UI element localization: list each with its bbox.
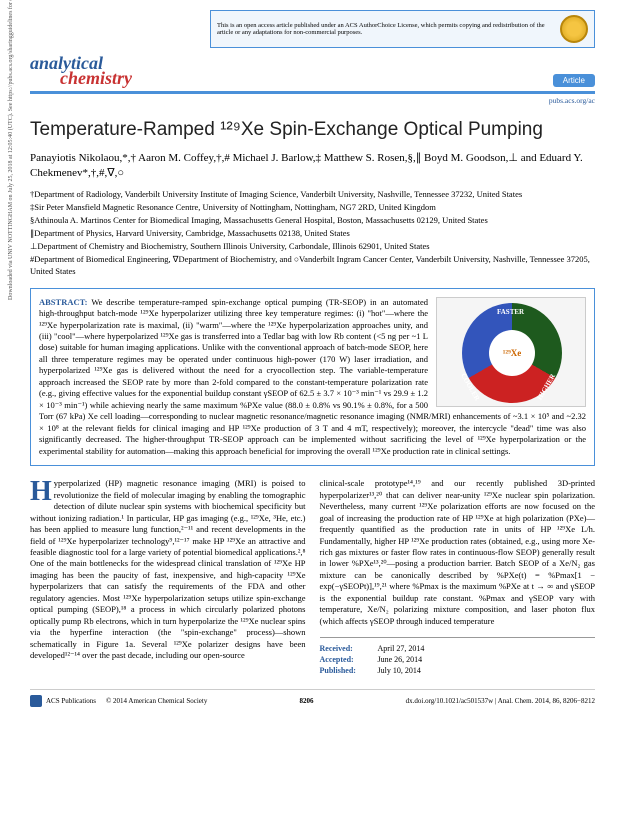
article-type-badge: Article: [553, 74, 595, 87]
journal-logo: analytical chemistry: [30, 56, 132, 87]
body-columns: Hyperpolarized (HP) magnetic resonance i…: [30, 478, 595, 676]
body-text-1: yperpolarized (HP) magnetic resonance im…: [30, 478, 306, 660]
author-list: Panayiotis Nikolaou,*,† Aaron M. Coffey,…: [30, 151, 595, 182]
date-published: Published: July 10, 2014: [320, 666, 596, 677]
affiliation: §Athinoula A. Martinos Center for Biomed…: [30, 215, 595, 227]
abstract-figure: ¹²⁹Xe FASTER COOLER HIGHER: [436, 297, 586, 407]
column-right: clinical-scale prototype¹⁴,¹⁹ and our re…: [320, 478, 596, 676]
date-label: Received:: [320, 644, 370, 655]
gauge-center-label: ¹²⁹Xe: [489, 330, 535, 376]
affiliation: #Department of Biomedical Engineering, ∇…: [30, 254, 595, 278]
abstract-label: ABSTRACT:: [39, 297, 88, 307]
journal-name-2: chemistry: [60, 71, 132, 86]
date-label: Accepted:: [320, 655, 370, 666]
affiliation: ∥Department of Physics, Harvard Universi…: [30, 228, 595, 240]
dates-box: Received: April 27, 2014 Accepted: June …: [320, 637, 596, 676]
date-accepted: Accepted: June 26, 2014: [320, 655, 596, 666]
dropcap: H: [30, 478, 54, 504]
pubs-url[interactable]: pubs.acs.org/ac: [30, 96, 595, 105]
column-left: Hyperpolarized (HP) magnetic resonance i…: [30, 478, 306, 676]
date-received: Received: April 27, 2014: [320, 644, 596, 655]
acs-logo-icon: [30, 695, 42, 707]
affiliation: †Department of Radiology, Vanderbilt Uni…: [30, 189, 595, 201]
body-text-2: clinical-scale prototype¹⁴,¹⁹ and our re…: [320, 478, 596, 627]
affiliations-block: †Department of Radiology, Vanderbilt Uni…: [30, 189, 595, 277]
page-footer: ACS Publications © 2014 American Chemica…: [30, 689, 595, 707]
publisher-name: ACS Publications: [46, 697, 96, 705]
gauge-label-top: FASTER: [497, 308, 524, 316]
license-text: This is an open access article published…: [217, 22, 552, 36]
date-value: April 27, 2014: [378, 644, 425, 655]
article-title: Temperature-Ramped ¹²⁹Xe Spin-Exchange O…: [30, 119, 595, 141]
authorchoice-badge-icon: [560, 15, 588, 43]
citation: dx.doi.org/10.1021/ac501537w | Anal. Che…: [406, 697, 595, 705]
journal-header: analytical chemistry Article: [30, 56, 595, 94]
page-number: 8206: [299, 697, 313, 705]
publisher-block: ACS Publications © 2014 American Chemica…: [30, 695, 207, 707]
affiliation: ‡Sir Peter Mansfield Magnetic Resonance …: [30, 202, 595, 214]
copyright: © 2014 American Chemical Society: [106, 697, 207, 705]
license-notice: This is an open access article published…: [210, 10, 595, 48]
abstract-box: ¹²⁹Xe FASTER COOLER HIGHER ABSTRACT: We …: [30, 288, 595, 467]
affiliation: ⊥Department of Chemistry and Biochemistr…: [30, 241, 595, 253]
date-value: June 26, 2014: [378, 655, 423, 666]
download-note: Downloaded via UNIV NOTTINGHAM on July 2…: [8, 0, 14, 300]
date-label: Published:: [320, 666, 370, 677]
date-value: July 10, 2014: [378, 666, 421, 677]
